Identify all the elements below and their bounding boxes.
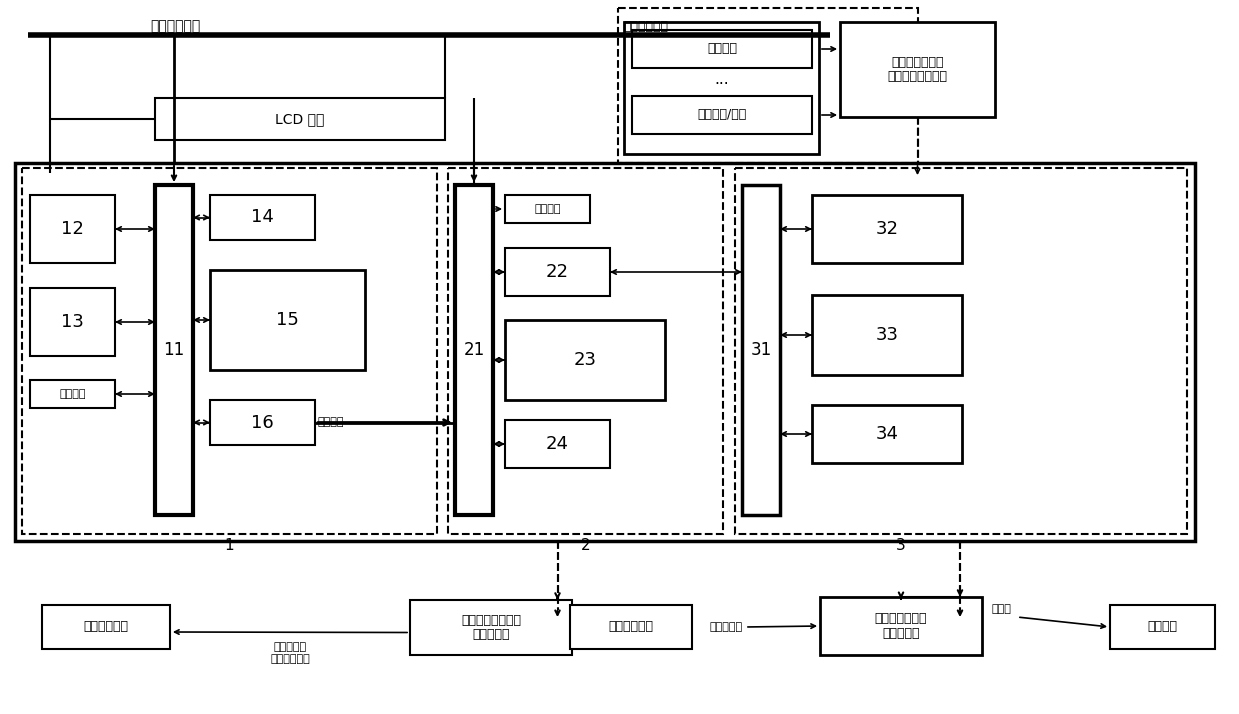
Text: 22: 22	[546, 263, 569, 281]
Bar	[742, 185, 781, 515]
Bar	[30, 288, 115, 356]
Bar	[209, 400, 315, 445]
Bar	[209, 270, 366, 370]
Bar	[209, 195, 315, 240]
Text: 2: 2	[581, 538, 590, 553]
Text: 移动互联网: 移动互联网	[710, 622, 743, 632]
Text: 14: 14	[252, 208, 274, 226]
Text: 3: 3	[896, 538, 906, 553]
Bar	[812, 295, 961, 375]
Text: 1: 1	[224, 538, 234, 553]
Text: 泛在电力物联网关
（集中器）: 泛在电力物联网关 （集中器）	[461, 613, 522, 641]
Text: 互联网: 互联网	[992, 604, 1012, 614]
Text: 区域用电调控物
联网（智能家居）: 区域用电调控物 联网（智能家居）	[887, 56, 948, 84]
Bar	[570, 605, 693, 649]
Bar	[624, 22, 819, 154]
Bar	[506, 248, 610, 296]
Bar	[30, 195, 115, 263]
Text: 34: 34	[876, 425, 898, 443]
Text: 33: 33	[876, 326, 898, 344]
Text: 泛在电力物
联网（专网）: 泛在电力物 联网（专网）	[270, 642, 310, 664]
Bar	[618, 8, 918, 163]
Text: ...: ...	[715, 73, 730, 88]
Bar	[812, 195, 961, 263]
Text: 31: 31	[751, 341, 772, 359]
Text: 用户终端: 用户终端	[1147, 620, 1177, 633]
Text: 16: 16	[252, 413, 274, 431]
Text: 按键检测: 按键检测	[534, 204, 561, 214]
Text: 11: 11	[164, 341, 185, 359]
Bar	[632, 96, 812, 134]
Bar	[812, 405, 961, 463]
Bar	[155, 98, 445, 140]
Text: LCD 显示: LCD 显示	[275, 112, 325, 126]
Text: 按键检测: 按键检测	[59, 389, 85, 399]
Text: 智能插座/电器: 智能插座/电器	[698, 109, 747, 121]
Text: 电力信息中心: 电力信息中心	[83, 620, 129, 633]
Text: 23: 23	[574, 351, 596, 369]
Bar	[455, 185, 493, 515]
Text: 用户供电线路: 用户供电线路	[150, 19, 201, 33]
Bar	[632, 30, 812, 68]
Bar	[735, 168, 1187, 534]
Bar	[449, 168, 724, 534]
Text: 15: 15	[276, 311, 299, 329]
Bar	[506, 320, 665, 400]
Bar	[15, 163, 1194, 541]
Text: 12: 12	[61, 220, 84, 238]
Bar	[155, 185, 193, 515]
Bar	[506, 195, 590, 223]
Text: 授权用户区域: 授权用户区域	[623, 20, 668, 33]
Bar	[30, 380, 115, 408]
Bar	[820, 597, 983, 655]
Text: 智能电器: 智能电器	[707, 43, 737, 56]
Bar	[840, 22, 995, 117]
Text: 13: 13	[61, 313, 84, 331]
Text: 公共互联网网关
（路由器）: 公共互联网网关 （路由器）	[875, 612, 927, 640]
Bar	[1110, 605, 1215, 649]
Bar	[42, 605, 170, 649]
Text: 用户移动终端: 用户移动终端	[608, 620, 653, 633]
Bar	[410, 600, 572, 655]
Bar	[506, 420, 610, 468]
Bar	[22, 168, 437, 534]
Text: 32: 32	[876, 220, 898, 238]
Text: 24: 24	[546, 435, 569, 453]
Text: 21: 21	[463, 341, 484, 359]
Text: 网络隔离: 网络隔离	[317, 418, 343, 428]
